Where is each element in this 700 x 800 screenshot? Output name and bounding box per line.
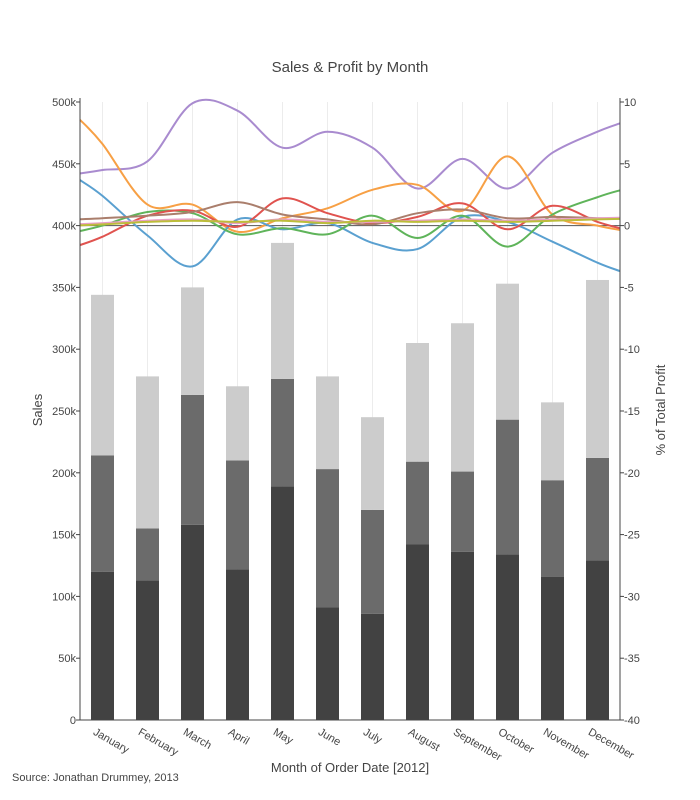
bar-segment bbox=[586, 279, 609, 458]
y2-tick-label: 0 bbox=[624, 221, 630, 233]
bar-segment bbox=[271, 378, 294, 487]
bar-segment bbox=[541, 402, 564, 481]
y2-tick-label: -10 bbox=[624, 344, 640, 356]
bar-segment bbox=[316, 469, 339, 608]
bar-segment bbox=[586, 457, 609, 561]
bar-segment bbox=[226, 569, 249, 720]
x-tick-label: September bbox=[451, 726, 504, 763]
bar-segment bbox=[361, 613, 384, 720]
bar-segment bbox=[136, 580, 159, 720]
bar-segment bbox=[316, 376, 339, 470]
bar-segment bbox=[451, 551, 474, 720]
x-tick-label: January bbox=[91, 726, 131, 756]
bar-segment bbox=[316, 607, 339, 720]
y2-tick-label: -25 bbox=[624, 530, 640, 542]
bar-segment bbox=[406, 461, 429, 545]
profit-line bbox=[79, 98, 621, 190]
y-tick-label: 0 bbox=[70, 715, 76, 727]
y2-tick-label: -15 bbox=[624, 406, 640, 418]
y-tick-label: 350k bbox=[52, 282, 76, 294]
y2-tick-label: -30 bbox=[624, 591, 640, 603]
y-tick-label: 500k bbox=[52, 97, 76, 109]
bar-segment bbox=[361, 509, 384, 614]
y2-tick-label: -20 bbox=[624, 468, 640, 480]
x-tick-label: April bbox=[226, 726, 251, 747]
bar-segment bbox=[541, 576, 564, 720]
bar-segment bbox=[451, 323, 474, 472]
bar-segment bbox=[271, 486, 294, 720]
y-tick-label: 150k bbox=[52, 530, 76, 542]
y2-axis-label: % of Total Profit bbox=[653, 364, 668, 455]
y-tick-label: 400k bbox=[52, 221, 76, 233]
profit-line bbox=[79, 217, 621, 227]
bar-segment bbox=[271, 242, 294, 379]
bar-segment bbox=[181, 394, 204, 525]
y2-tick-label: 5 bbox=[624, 159, 630, 171]
y-tick-label: 300k bbox=[52, 344, 76, 356]
x-tick-label: June bbox=[316, 726, 343, 748]
bar-segment bbox=[406, 343, 429, 462]
grid-layer bbox=[102, 102, 598, 720]
bar-layer bbox=[91, 242, 609, 720]
bar-segment bbox=[541, 480, 564, 577]
bar-segment bbox=[451, 471, 474, 552]
x-tick-label: December bbox=[586, 726, 636, 762]
y2-tick-label: -5 bbox=[624, 282, 634, 294]
bar-segment bbox=[91, 294, 114, 456]
bar-segment bbox=[91, 455, 114, 572]
x-tick-label: August bbox=[406, 726, 442, 754]
y-tick-label: 200k bbox=[52, 468, 76, 480]
bar-segment bbox=[136, 376, 159, 529]
x-axis-label: Month of Order Date [2012] bbox=[271, 760, 429, 775]
bar-segment bbox=[226, 460, 249, 570]
source-note: Source: Jonathan Drummey, 2013 bbox=[12, 772, 179, 784]
y2-tick-label: -35 bbox=[624, 653, 640, 665]
line-layer bbox=[79, 98, 621, 273]
bar-segment bbox=[91, 571, 114, 720]
bar-segment bbox=[226, 386, 249, 461]
bar-segment bbox=[136, 528, 159, 581]
bar-segment bbox=[181, 524, 204, 720]
y2-tick-label: 10 bbox=[624, 97, 636, 109]
x-tick-label: July bbox=[361, 726, 384, 746]
x-tick-label: February bbox=[136, 726, 181, 759]
y-tick-label: 100k bbox=[52, 591, 76, 603]
x-tick-label: November bbox=[541, 726, 591, 762]
bar-segment bbox=[496, 283, 519, 420]
bar-segment bbox=[496, 554, 519, 720]
x-tick-label: May bbox=[271, 726, 295, 747]
profit-line bbox=[79, 179, 621, 273]
y-tick-label: 250k bbox=[52, 406, 76, 418]
y-tick-label: 450k bbox=[52, 159, 76, 171]
x-tick-label: March bbox=[181, 726, 213, 752]
bar-segment bbox=[406, 544, 429, 720]
bar-segment bbox=[496, 419, 519, 555]
y-tick-label: 50k bbox=[58, 653, 76, 665]
bar-segment bbox=[361, 417, 384, 510]
y-axis-label: Sales bbox=[30, 393, 45, 426]
y2-tick-label: -40 bbox=[624, 715, 640, 727]
bar-segment bbox=[181, 287, 204, 395]
chart-title: Sales & Profit by Month bbox=[272, 59, 429, 76]
bar-segment bbox=[586, 560, 609, 720]
